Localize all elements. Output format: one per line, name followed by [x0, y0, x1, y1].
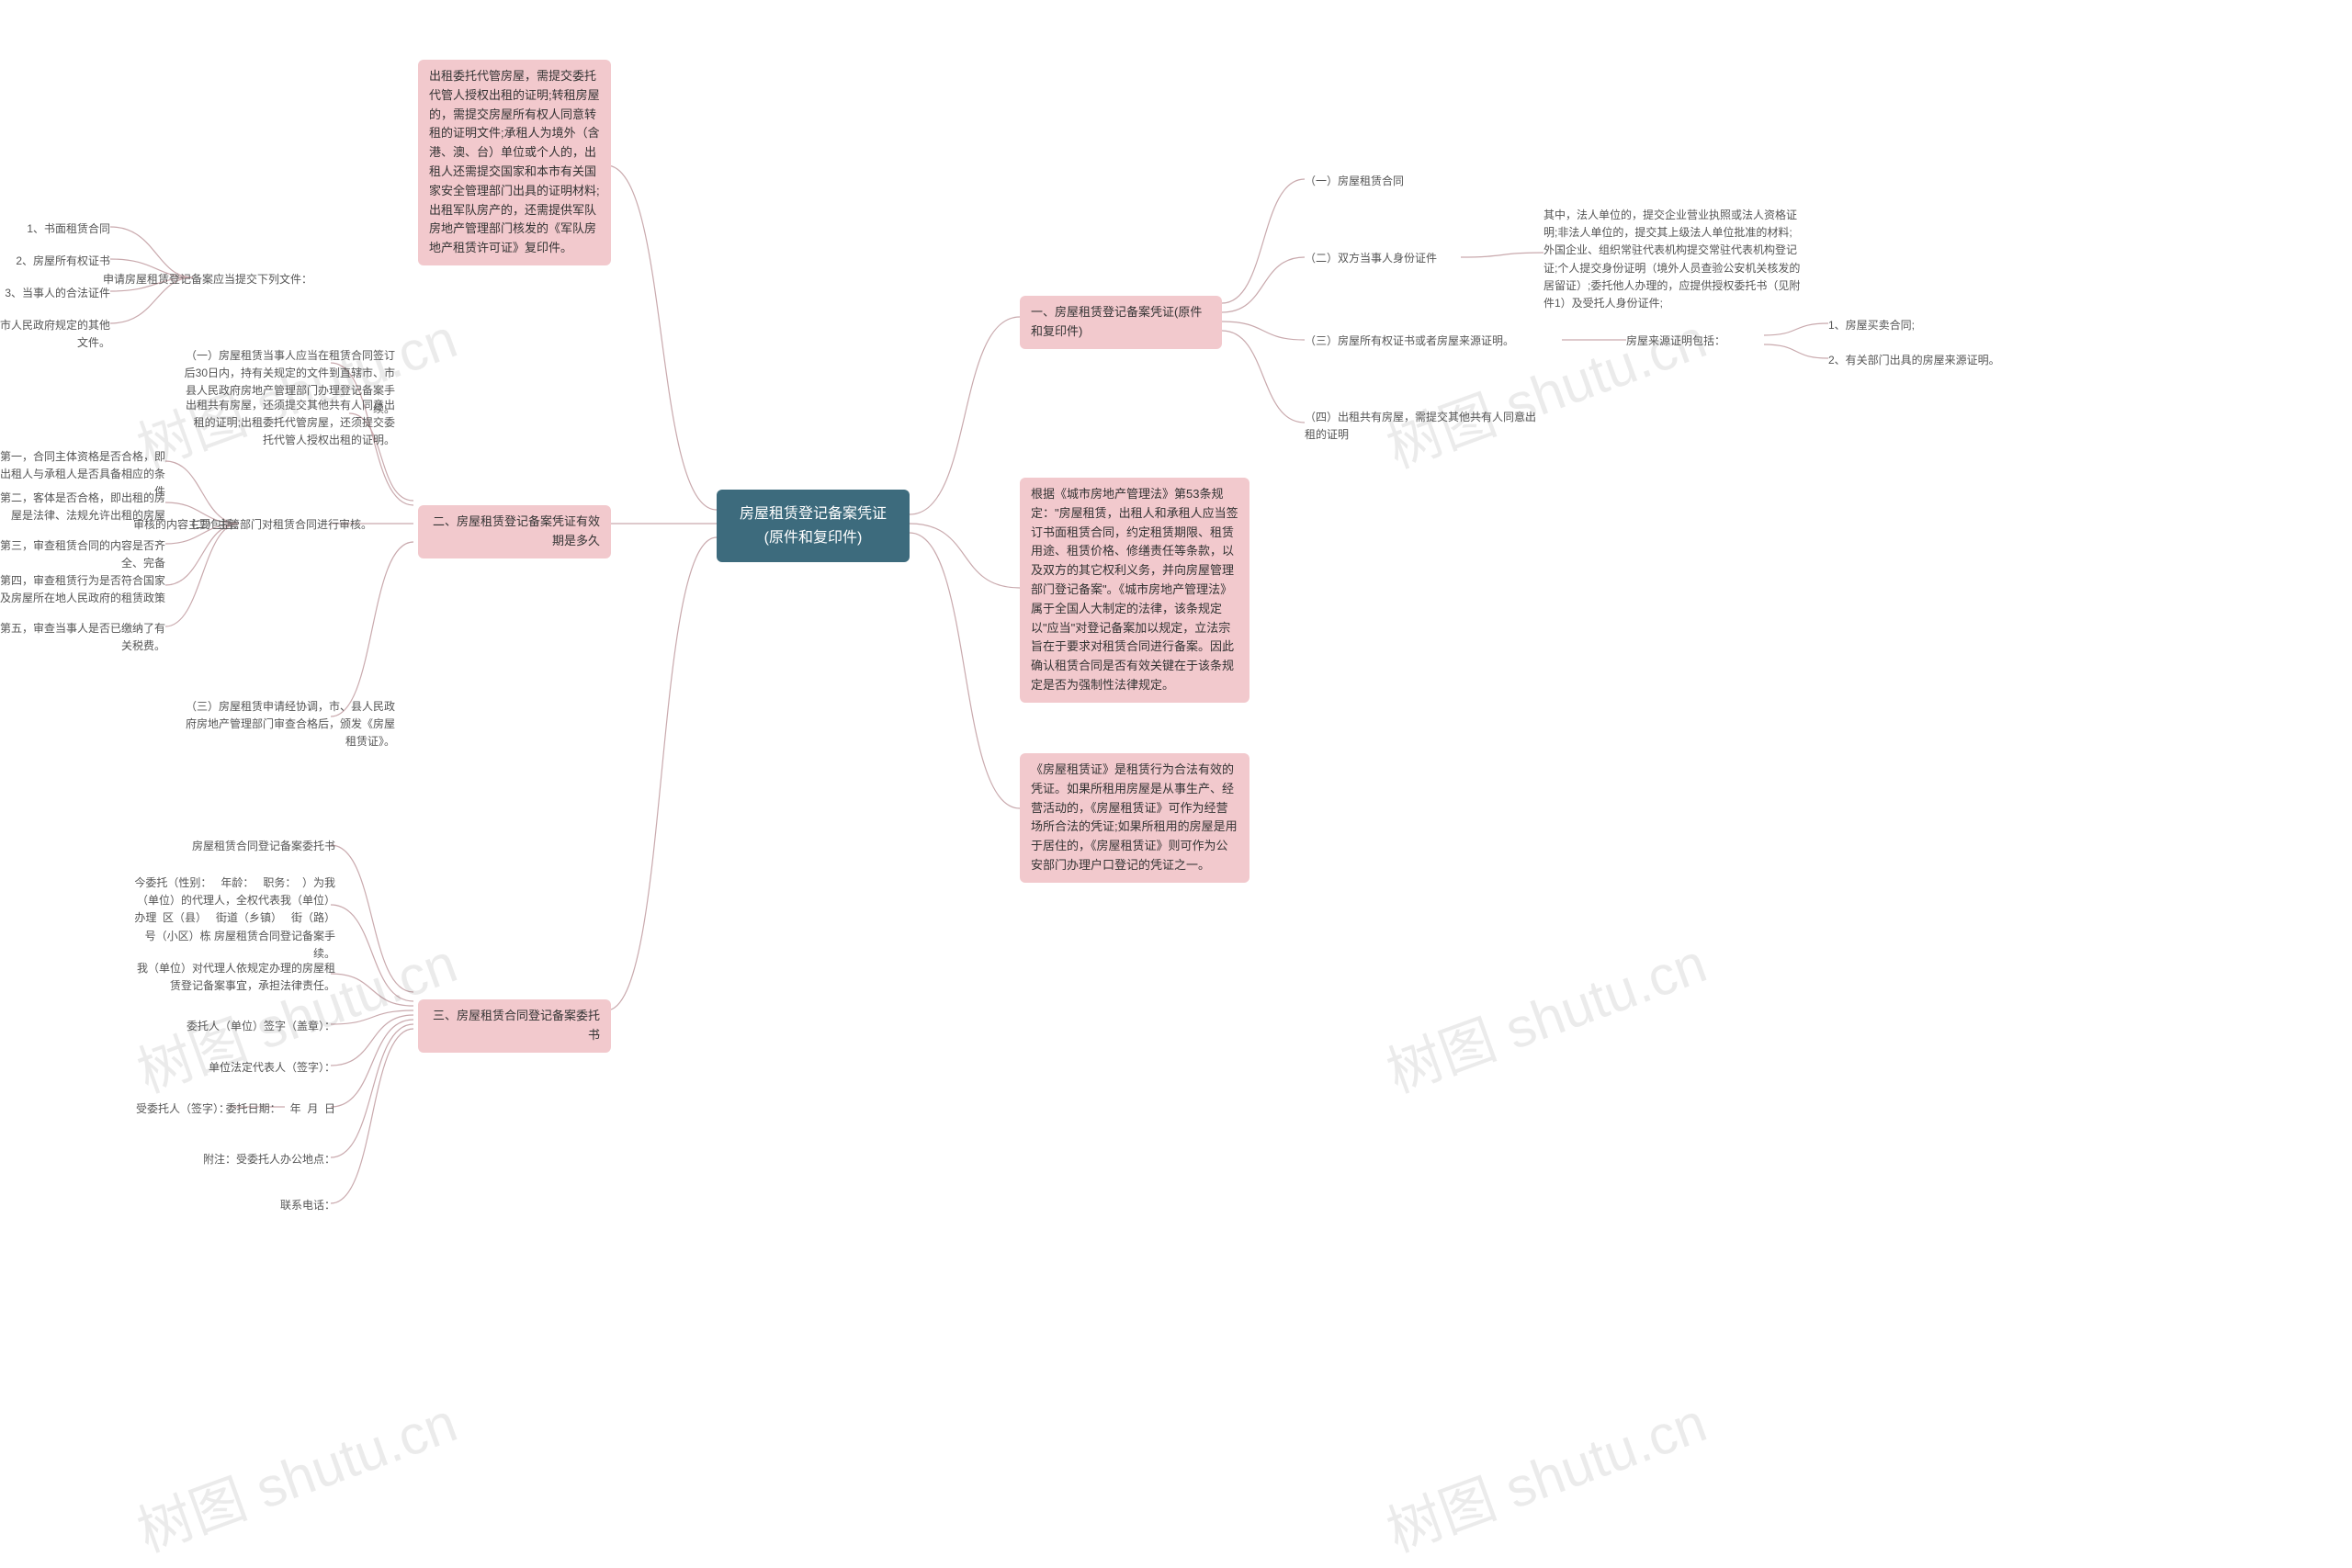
right-sec1-item4: （四）出租共有房屋，需提交其他共有人同意出租的证明 — [1305, 409, 1544, 444]
left-sec2-doc2: 2、房屋所有权证书 — [0, 253, 110, 270]
left-sec2-doc1: 1、书面租赁合同 — [0, 220, 110, 238]
left-sec2-item3: （三）房屋租赁申请经协调，市、县人民政府房地产管理部门审查合格后，颁发《房屋租赁… — [184, 698, 395, 751]
left-sec3-l5: 单位法定代表人（签字）： — [184, 1059, 335, 1077]
left-sec3-title[interactable]: 三、房屋租赁合同登记备案委托书 — [418, 999, 611, 1053]
left-sec2-r2: 第二，客体是否合格，即出租的房屋是法律、法规允许出租的房屋 — [0, 490, 165, 525]
watermark: 树图 shutu.cn — [1374, 919, 1715, 1108]
left-sec2-r4: 第四，审查租赁行为是否符合国家及房屋所在地人民政府的租赁政策 — [0, 572, 165, 607]
left-sec3-l7: 附注：受委托人办公地点： — [184, 1151, 335, 1168]
watermark: 树图 shutu.cn — [1374, 294, 1715, 483]
left-sec2-title[interactable]: 二、房屋租赁登记备案凭证有效期是多久 — [418, 505, 611, 558]
left-sec2-doc3: 3、当事人的合法证件 — [0, 285, 110, 302]
watermark: 树图 shutu.cn — [1374, 1378, 1715, 1567]
right-sec1-item3-sub1: 1、房屋买卖合同; — [1828, 317, 2012, 334]
right-sec1-item3: （三）房屋所有权证书或者房屋来源证明。 — [1305, 333, 1553, 350]
center-node[interactable]: 房屋租赁登记备案凭证(原件和复印件) — [717, 490, 910, 562]
watermark: 树图 shutu.cn — [125, 1378, 466, 1567]
left-sec3-l3: 我（单位）对代理人依规定办理的房屋租赁登记备案事宜，承担法律责任。 — [129, 960, 335, 995]
left-sec3-l2: 今委托（性别： 年龄： 职务： ）为我（单位）的代理人，全权代表我（单位）办理 … — [129, 874, 335, 963]
right-sec1-item3-sub2: 2、有关部门出具的房屋来源证明。 — [1828, 352, 2030, 369]
left-sec3-l6b: 受委托人（签字）： — [92, 1100, 230, 1118]
right-sec3-text[interactable]: 《房屋租赁证》是租赁行为合法有效的凭证。如果所租用房屋是从事生产、经营活动的，《… — [1020, 753, 1250, 883]
left-sec2-doc4: 4、城市人民政府规定的其他文件。 — [0, 317, 110, 352]
left-sec3-l1: 房屋租赁合同登记备案委托书 — [175, 838, 335, 855]
right-sec1-item3-sub: 房屋来源证明包括： — [1626, 333, 1755, 350]
left-sec3-l4: 委托人（单位）签字（盖章）： — [156, 1018, 335, 1035]
right-sec1-item1: （一）房屋租赁合同 — [1305, 173, 1461, 190]
right-sec1-item2: （二）双方当事人身份证件 — [1305, 250, 1461, 267]
left-sec2-r3: 第三，审查租赁合同的内容是否齐全、完备 — [0, 537, 165, 572]
left-sec2-docs-label: 申请房屋租赁登记备案应当提交下列文件： — [101, 271, 312, 288]
left-top-text[interactable]: 出租委托代管房屋，需提交委托代管人授权出租的证明;转租房屋的，需提交房屋所有权人… — [418, 60, 611, 265]
right-sec2-text[interactable]: 根据《城市房地产管理法》第53条规定："房屋租赁，出租人和承租人应当签订书面租赁… — [1020, 478, 1250, 703]
left-sec2-shared: 出租共有房屋，还须提交其他共有人同意出租的证明;出租委托代管房屋，还须提交委托代… — [184, 397, 395, 450]
left-sec2-r5: 第五，审查当事人是否已缴纳了有关税费。 — [0, 620, 165, 655]
right-sec1-item2-detail: 其中，法人单位的，提交企业营业执照或法人资格证明;非法人单位的，提交其上级法人单… — [1544, 207, 1801, 312]
right-sec1-title[interactable]: 一、房屋租赁登记备案凭证(原件和复印件) — [1020, 296, 1222, 349]
left-sec3-l8: 联系电话： — [257, 1197, 335, 1214]
